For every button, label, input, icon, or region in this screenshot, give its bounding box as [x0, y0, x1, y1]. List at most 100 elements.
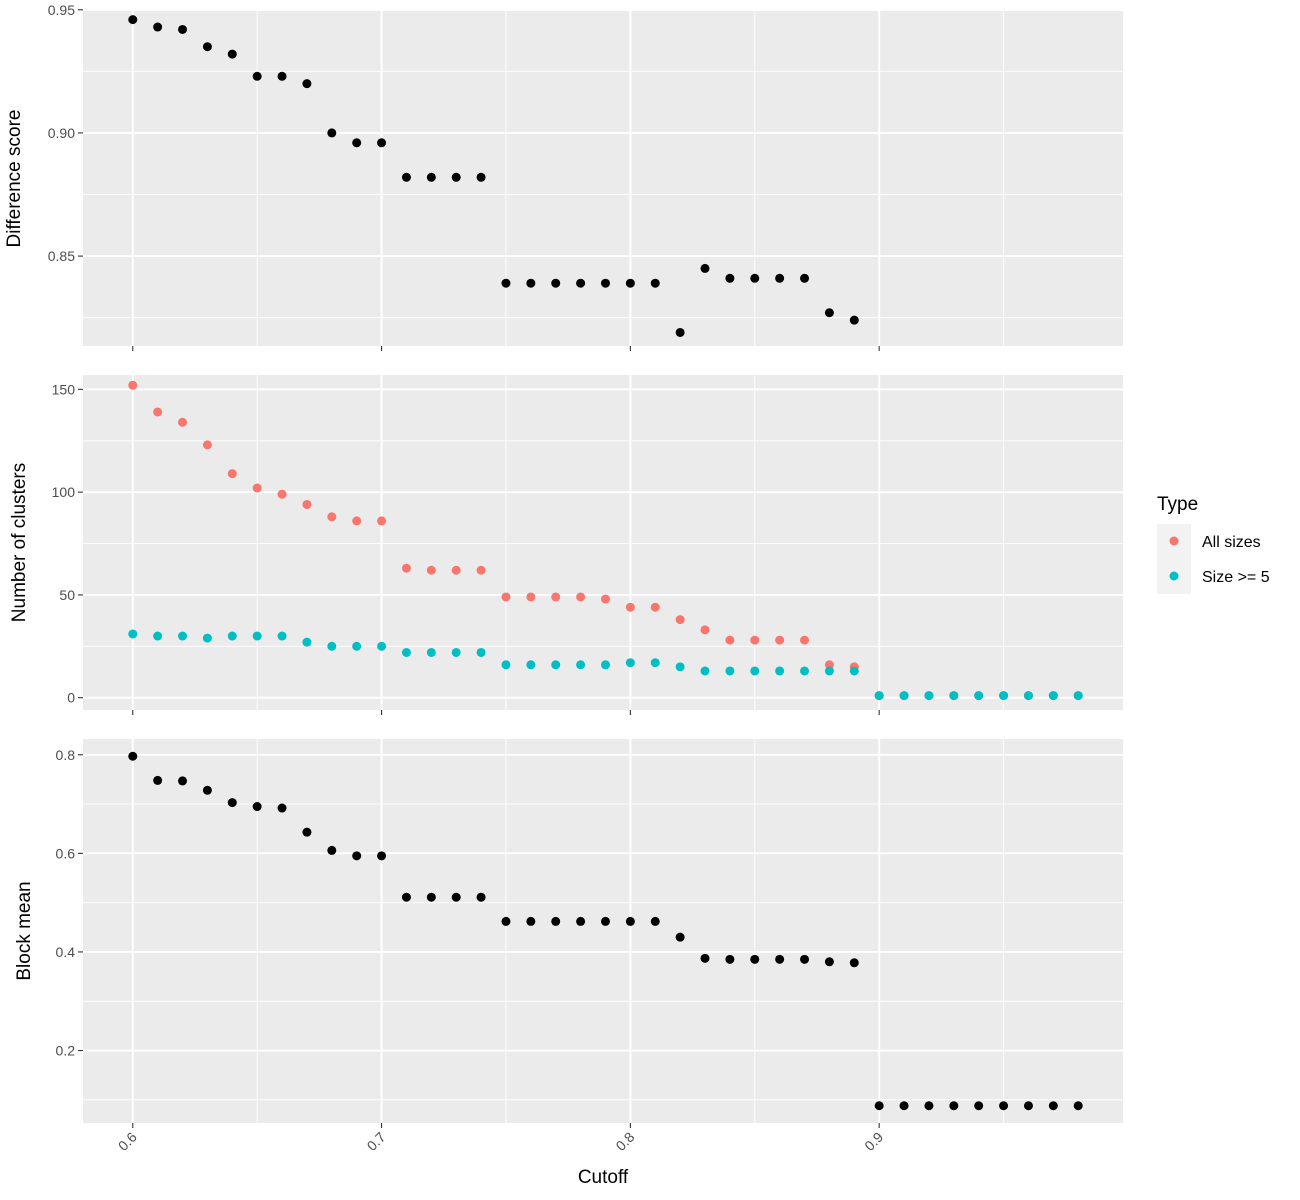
data-point — [949, 691, 959, 701]
data-point — [824, 666, 834, 676]
data-point — [899, 1101, 909, 1111]
y-tick-label: 150 — [52, 381, 76, 397]
data-point — [725, 666, 735, 676]
data-point — [625, 602, 635, 612]
data-point — [451, 647, 461, 657]
panel-difference-score: 0.85 0.90 0.95 Difference score — [4, 2, 1123, 351]
data-point — [824, 660, 834, 670]
data-point — [650, 658, 660, 668]
data-point — [501, 592, 511, 602]
data-point — [700, 263, 710, 273]
data-point — [650, 278, 660, 288]
data-point — [153, 407, 163, 417]
data-point — [750, 635, 760, 645]
data-point — [202, 42, 212, 52]
series-points — [128, 15, 859, 337]
data-point — [924, 1101, 934, 1111]
data-point — [202, 440, 212, 450]
data-point — [551, 916, 561, 926]
data-point — [700, 953, 710, 963]
y-axis-title: Number of clusters — [9, 463, 30, 622]
legend-background — [1157, 524, 1191, 594]
data-point — [501, 278, 511, 288]
panel-number-of-clusters: 0 50 100 150 Number of clusters — [9, 375, 1123, 715]
y-tick-label: 0.8 — [56, 747, 76, 763]
x-axis-title: Cutoff — [578, 1167, 629, 1188]
data-point — [327, 128, 337, 138]
data-point — [949, 1101, 959, 1111]
data-point — [153, 631, 163, 641]
data-point — [874, 691, 884, 701]
data-point — [153, 22, 163, 32]
data-point — [401, 172, 411, 182]
data-point — [999, 1101, 1009, 1111]
data-point — [1073, 691, 1083, 701]
data-point — [476, 172, 486, 182]
y-tick-label: 0.90 — [48, 125, 75, 141]
data-point — [899, 691, 909, 701]
x-tick-label: 0.6 — [115, 1129, 140, 1154]
legend-title: Type — [1157, 494, 1198, 515]
data-point — [1073, 1101, 1083, 1111]
x-tick-label: 0.9 — [861, 1129, 886, 1154]
data-point — [924, 691, 934, 701]
data-point — [227, 49, 237, 59]
data-point — [675, 327, 685, 337]
data-point — [625, 658, 635, 668]
panel-background — [83, 739, 1123, 1123]
data-point — [600, 916, 610, 926]
panel-background — [83, 11, 1123, 346]
data-point — [576, 592, 586, 602]
data-point — [750, 666, 760, 676]
legend-key-size-5 — [1169, 571, 1179, 581]
y-tick-label: 100 — [52, 484, 76, 500]
x-tick-label: 0.8 — [612, 1129, 637, 1154]
data-point — [800, 666, 810, 676]
data-point — [377, 516, 387, 526]
series-points — [128, 751, 1083, 1111]
panel-block-mean: 0.2 0.4 0.6 0.8 Block mean — [14, 739, 1123, 1128]
data-point — [426, 172, 436, 182]
data-point — [277, 489, 287, 499]
data-point — [128, 15, 138, 25]
data-point — [178, 631, 188, 641]
data-point — [824, 308, 834, 318]
data-point — [750, 273, 760, 283]
y-tick-label: 0 — [67, 690, 75, 706]
data-point — [302, 79, 312, 89]
data-point — [551, 660, 561, 670]
y-tick-label: 0.85 — [48, 248, 75, 264]
data-point — [227, 631, 237, 641]
data-point — [302, 637, 312, 647]
data-point — [576, 916, 586, 926]
y-tick-label: 0.2 — [56, 1043, 76, 1059]
data-point — [750, 954, 760, 964]
data-point — [600, 278, 610, 288]
data-point — [1023, 1101, 1033, 1111]
legend-label-size-5: Size >= 5 — [1202, 569, 1270, 586]
data-point — [650, 602, 660, 612]
data-point — [526, 592, 536, 602]
data-point — [725, 273, 735, 283]
data-point — [327, 641, 337, 651]
panel-background — [83, 375, 1123, 710]
data-point — [352, 138, 362, 148]
data-point — [252, 631, 262, 641]
data-point — [128, 380, 138, 390]
data-point — [974, 1101, 984, 1111]
y-tick-label: 50 — [59, 587, 75, 603]
data-point — [675, 662, 685, 672]
data-point — [800, 635, 810, 645]
data-point — [401, 563, 411, 573]
data-point — [352, 641, 362, 651]
data-point — [252, 802, 262, 812]
data-point — [277, 631, 287, 641]
data-point — [227, 798, 237, 808]
data-point — [476, 565, 486, 575]
data-point — [451, 565, 461, 575]
data-point — [999, 691, 1009, 701]
data-point — [700, 666, 710, 676]
data-point — [501, 916, 511, 926]
data-point — [128, 751, 138, 761]
